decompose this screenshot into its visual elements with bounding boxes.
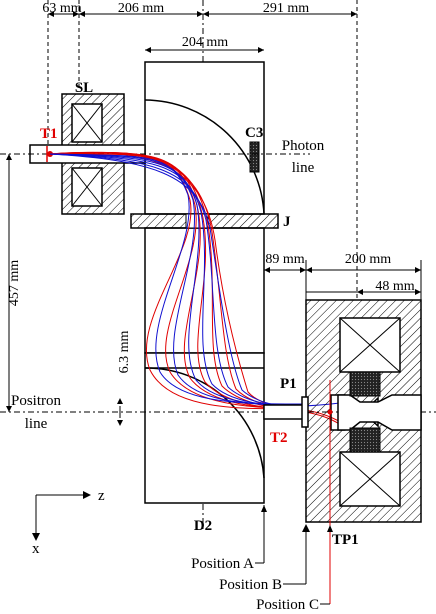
tp1-magnet	[305, 299, 422, 523]
dim-206: 206 mm	[118, 1, 164, 16]
dim-291: 291 mm	[263, 1, 309, 16]
label-x-axis: x	[32, 541, 40, 557]
p1-element	[301, 396, 309, 428]
label-position-a: Position A	[191, 556, 254, 572]
label-position-c: Position C	[256, 597, 319, 613]
left-dimension-lines	[8, 154, 121, 418]
dimension-arrowheads	[48, 11, 357, 53]
dim-48: 48 mm	[375, 279, 414, 294]
label-d2: D2	[194, 518, 212, 534]
position-lines	[255, 380, 331, 605]
beam-pipe	[263, 404, 307, 420]
c3-block	[249, 141, 260, 173]
label-t1: T1	[40, 126, 58, 142]
trajectories	[49, 151, 346, 429]
dim-457: 457 mm	[7, 260, 22, 306]
right-dimension-lines	[263, 230, 422, 300]
label-sl: SL	[75, 80, 93, 96]
label-position-b: Position B	[219, 577, 282, 593]
dim-200: 200 mm	[345, 252, 391, 267]
position-a-arrow	[261, 505, 267, 512]
label-photon-line-1: Photon	[282, 138, 325, 154]
dim-63: 63 mm	[42, 1, 81, 16]
axis-indicator	[32, 491, 91, 541]
dim-89: 89 mm	[265, 252, 304, 267]
dim-6-3: 6.3 mm	[117, 331, 132, 374]
label-positron-line-1: Positron	[11, 393, 62, 409]
label-positron-line-2: line	[25, 416, 48, 432]
label-z-axis: z	[98, 488, 105, 504]
right-dimension-arrowheads	[264, 267, 421, 295]
label-photon-line-2: line	[292, 160, 315, 176]
label-p1: P1	[280, 376, 297, 392]
label-tp1: TP1	[332, 532, 359, 548]
position-c-arrow	[327, 525, 333, 532]
label-c3: C3	[245, 125, 263, 141]
label-t2: T2	[270, 430, 288, 446]
dim-204: 204 mm	[182, 35, 228, 50]
label-j: J	[283, 214, 291, 230]
left-dimension-arrowheads	[6, 154, 123, 426]
